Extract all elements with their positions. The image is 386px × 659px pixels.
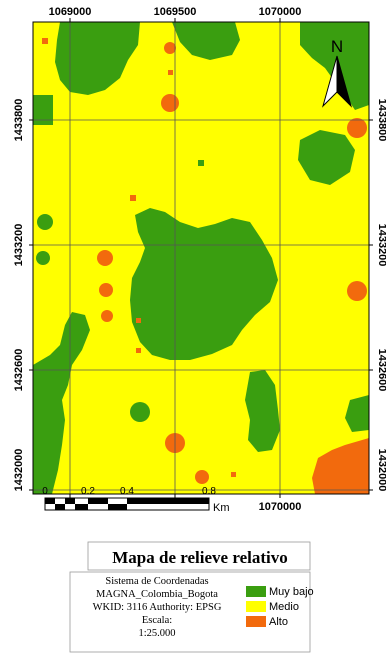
legend-label-muy-bajo: Muy bajo xyxy=(269,585,314,598)
green-patch-bottom-center xyxy=(130,402,150,422)
info-box xyxy=(69,571,311,653)
crs-line-2: MAGNA_Colombia_Bogota xyxy=(96,589,218,600)
legend: Muy bajo Medio Alto xyxy=(246,584,314,629)
legend-swatch-muy-bajo xyxy=(246,586,266,597)
green-patch-tiny xyxy=(198,160,204,166)
orange-patch-left-mid-3 xyxy=(101,310,113,322)
y-label-left-1: 1433800 xyxy=(13,99,25,142)
y-label-right-2: 1433200 xyxy=(376,224,386,267)
orange-patch-top-2 xyxy=(168,70,173,75)
legend-item-muy-bajo: Muy bajo xyxy=(246,584,314,599)
green-region-top-left xyxy=(55,22,140,95)
orange-patch-top-3 xyxy=(161,94,179,112)
orange-patch-bottom-2 xyxy=(195,470,209,484)
y-label-right-3: 1432600 xyxy=(376,349,386,392)
muy-bajo-regions xyxy=(33,22,369,494)
green-patch-left-3 xyxy=(36,251,50,265)
orange-patch-mid-2 xyxy=(136,318,141,323)
crs-line-1: Sistema de Coordenadas xyxy=(105,576,209,587)
x-labels-top: 1069000 1069500 1070000 xyxy=(49,6,302,18)
green-region-bottom-right xyxy=(245,370,280,452)
raster-layer xyxy=(33,22,369,494)
legend-item-medio: Medio xyxy=(246,599,314,614)
orange-region-bottom-right xyxy=(312,438,369,494)
x-label-top-3: 1070000 xyxy=(259,6,302,18)
crs-line-5: 1:25.000 xyxy=(138,628,176,639)
scale-label-3: 0.8 xyxy=(202,486,216,497)
graticule xyxy=(33,22,369,494)
axis-ticks xyxy=(29,18,373,498)
green-patch-small-top xyxy=(196,35,208,49)
orange-patch-top-left xyxy=(42,38,48,44)
orange-patch-left-mid xyxy=(97,250,113,266)
scale-bar-labels: 0 0.2 0.4 0.8 xyxy=(42,486,216,497)
orange-patch-left-mid-2 xyxy=(99,283,113,297)
map-title: Mapa de relieve relativo xyxy=(112,548,288,567)
crs-line-4: Escala: xyxy=(141,615,173,626)
green-region-bottom-left xyxy=(33,312,90,494)
scale-bar: 0 0.2 0.4 0.8 Km xyxy=(42,486,229,514)
scale-label-2: 0.4 xyxy=(120,486,134,497)
legend-swatch-medio xyxy=(246,601,266,612)
orange-patch-mid-3 xyxy=(136,348,141,353)
legend-swatch-alto xyxy=(246,616,266,627)
y-label-left-3: 1432600 xyxy=(13,349,25,392)
x-label-top-2: 1069500 xyxy=(154,6,197,18)
x-label-top-1: 1069000 xyxy=(49,6,92,18)
y-labels-right: 1433800 1433200 1432600 1432000 xyxy=(376,99,386,492)
orange-patch-right-mid xyxy=(347,281,367,301)
green-patch-left-2 xyxy=(37,214,53,230)
x-label-bottom-3: 1070000 xyxy=(259,501,302,513)
legend-label-medio: Medio xyxy=(269,600,299,613)
y-label-left-4: 1432000 xyxy=(13,449,25,492)
map-frame xyxy=(32,21,370,495)
crs-line-3: WKID: 3116 Authority: EPSG xyxy=(92,602,222,613)
north-arrow-icon: N xyxy=(322,37,352,108)
green-patch-left-1 xyxy=(33,95,53,125)
legend-label-alto: Alto xyxy=(269,615,288,628)
scale-label-0: 0 xyxy=(42,486,48,497)
north-arrow-label: N xyxy=(331,37,343,56)
y-label-right-1: 1433800 xyxy=(376,99,386,142)
y-label-left-2: 1433200 xyxy=(13,224,25,267)
green-region-center xyxy=(130,208,278,360)
green-region-bottom-far-right xyxy=(345,395,369,432)
orange-patch-bottom-3 xyxy=(231,472,236,477)
y-labels-left: 1433800 1433200 1432600 1432000 xyxy=(13,99,25,492)
green-region-right-middle xyxy=(298,130,355,185)
crs-info: Sistema de Coordenadas MAGNA_Colombia_Bo… xyxy=(72,575,242,640)
y-label-right-4: 1432000 xyxy=(376,449,386,492)
legend-item-alto: Alto xyxy=(246,614,314,629)
orange-patch-mid-1 xyxy=(130,195,136,201)
orange-patch-right-top xyxy=(347,118,367,138)
orange-patch-top-1 xyxy=(164,42,176,54)
title-box xyxy=(87,541,311,571)
scale-bar-unit: Km xyxy=(213,502,230,514)
scale-label-1: 0.2 xyxy=(81,486,95,497)
